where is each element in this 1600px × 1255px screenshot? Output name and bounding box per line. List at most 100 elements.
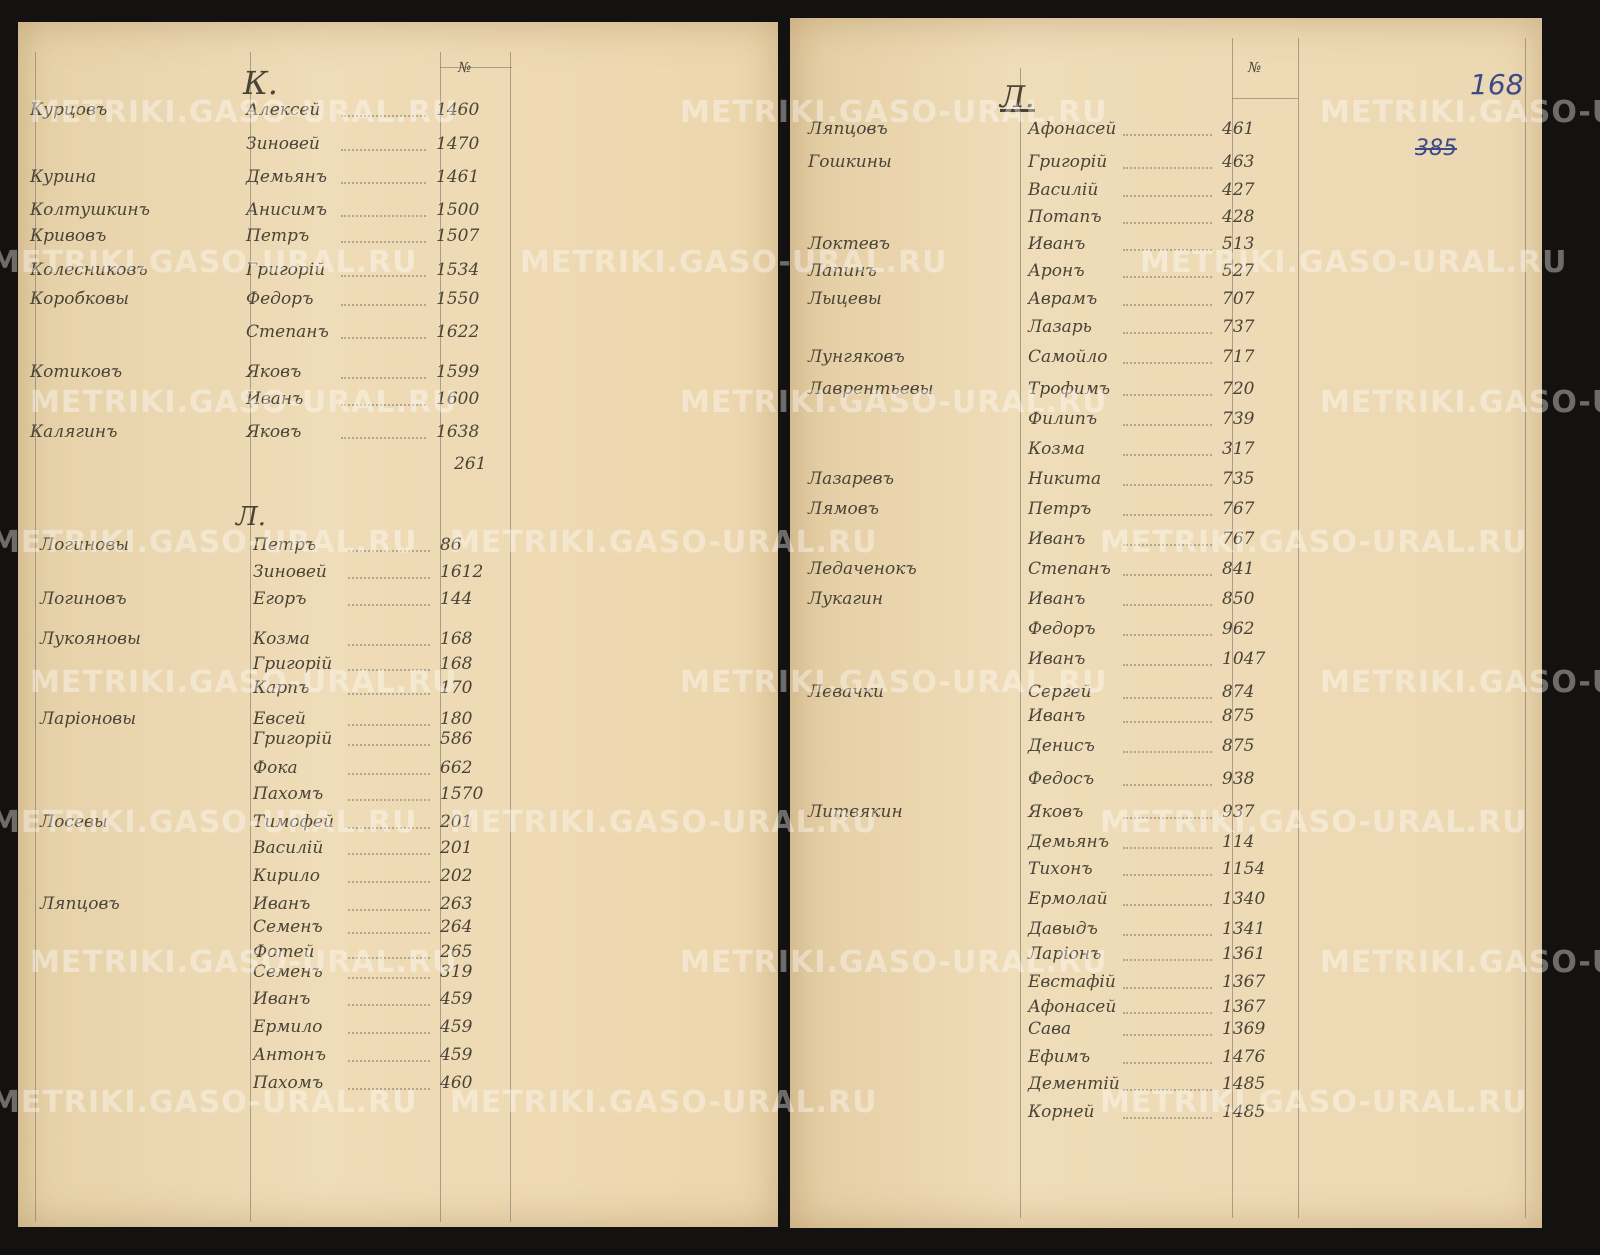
entry-number: 513 (1222, 234, 1255, 254)
given-name: Пахомъ (253, 784, 324, 804)
entry-number: 735 (1222, 469, 1255, 489)
entry-number: 459 (440, 1045, 473, 1065)
entry-number: 875 (1222, 706, 1255, 726)
entry-number: 850 (1222, 589, 1255, 609)
entry-number: 707 (1222, 289, 1255, 309)
given-name: Карпъ (253, 678, 310, 698)
leader-dots (348, 669, 430, 671)
given-name: Иванъ (253, 894, 311, 914)
leader-dots (1123, 874, 1212, 876)
given-name: Антонъ (253, 1045, 326, 1065)
surname: Лосевы (40, 812, 108, 832)
surname: Калягинъ (30, 422, 118, 442)
given-name: Василій (1028, 180, 1099, 200)
given-name: Петръ (1028, 499, 1092, 519)
entry-number: 459 (440, 989, 473, 1009)
entry-number: 170 (440, 678, 473, 698)
given-name: Тихонъ (1028, 859, 1093, 879)
entry-number: 264 (440, 917, 473, 937)
leader-dots (341, 275, 426, 277)
left-page: К. № 261 Л. Курцовъ Алексей 1460 Зиновей 147… (18, 22, 778, 1227)
leader-dots (341, 149, 426, 151)
given-name: Козма (1028, 439, 1085, 459)
entry-number: 461 (1222, 119, 1255, 139)
entry-number: 662 (440, 758, 473, 778)
given-name: Тимофей (253, 812, 334, 832)
given-name: Аврамъ (1028, 289, 1098, 309)
given-name: Никита (1028, 469, 1102, 489)
leader-dots (348, 799, 430, 801)
leader-dots (1123, 394, 1212, 396)
leader-dots (1123, 304, 1212, 306)
entry-number: 428 (1222, 207, 1255, 227)
given-name: Семенъ (253, 962, 323, 982)
entry-number: 459 (440, 1017, 473, 1037)
section-total: 261 (454, 454, 487, 474)
given-name: Фотей (253, 942, 315, 962)
margin-rule (35, 52, 36, 1222)
entry-number: 144 (440, 589, 473, 609)
right-page: Л. № 168 385 Ляпцовъ Афонасей 461 Гошкины Гр… (790, 18, 1542, 1228)
entry-number: 265 (440, 942, 473, 962)
entry-number: 739 (1222, 409, 1255, 429)
leader-dots (1123, 847, 1212, 849)
leader-dots (348, 604, 430, 606)
surname: Ляпцовъ (808, 119, 888, 139)
entry-number: 1461 (436, 167, 480, 187)
given-name: Григорій (246, 260, 326, 280)
given-name: Потапъ (1028, 207, 1102, 227)
leader-dots (1123, 817, 1212, 819)
surname: Курцовъ (30, 100, 108, 120)
given-name: Корней (1028, 1102, 1095, 1122)
given-name: Яковъ (1028, 802, 1084, 822)
given-name: Степанъ (246, 322, 329, 342)
leader-dots (1123, 276, 1212, 278)
entry-number: 1367 (1222, 997, 1266, 1017)
leader-dots (348, 881, 430, 883)
leader-dots (1123, 574, 1212, 576)
column-rule (1298, 38, 1299, 1218)
given-name: Степанъ (1028, 559, 1111, 579)
entry-number: 86 (440, 535, 462, 555)
surname: Лямовъ (808, 499, 879, 519)
given-name: Ларіонъ (1028, 944, 1102, 964)
given-name: Филипъ (1028, 409, 1098, 429)
leader-dots (348, 724, 430, 726)
entry-number: 201 (440, 812, 473, 832)
entry-number: 319 (440, 962, 473, 982)
given-name: Ермолай (1028, 889, 1108, 909)
section-letter-l: Л. (1000, 80, 1035, 115)
entry-number: 1369 (1222, 1019, 1266, 1039)
entry-number: 586 (440, 729, 473, 749)
surname: Лаврентьевы (808, 379, 934, 399)
number-header: № (458, 60, 472, 76)
entry-number: 717 (1222, 347, 1255, 367)
entry-number: 938 (1222, 769, 1255, 789)
entry-number: 937 (1222, 802, 1255, 822)
leader-dots (1123, 987, 1212, 989)
given-name: Пахомъ (253, 1073, 324, 1093)
entry-number: 1361 (1222, 944, 1266, 964)
entry-number: 1341 (1222, 919, 1266, 939)
leader-dots (1123, 362, 1212, 364)
given-name: Зиновей (246, 134, 320, 154)
entry-number: 962 (1222, 619, 1255, 639)
given-name: Кирило (253, 866, 320, 886)
given-name: Григорій (253, 654, 333, 674)
column-rule (1525, 38, 1526, 1218)
leader-dots (1123, 697, 1212, 699)
entry-number: 114 (1222, 832, 1255, 852)
leader-dots (348, 1032, 430, 1034)
leader-dots (348, 577, 430, 579)
given-name: Фока (253, 758, 298, 778)
entry-number: 1612 (440, 562, 484, 582)
leader-dots (1123, 167, 1212, 169)
entry-number: 1154 (1222, 859, 1266, 879)
surname: Логиновъ (40, 589, 127, 609)
leader-dots (1123, 514, 1212, 516)
entry-number: 1485 (1222, 1074, 1266, 1094)
leader-dots (341, 437, 426, 439)
entry-number: 1534 (436, 260, 480, 280)
leader-dots (1123, 1089, 1212, 1091)
leader-dots (348, 1088, 430, 1090)
